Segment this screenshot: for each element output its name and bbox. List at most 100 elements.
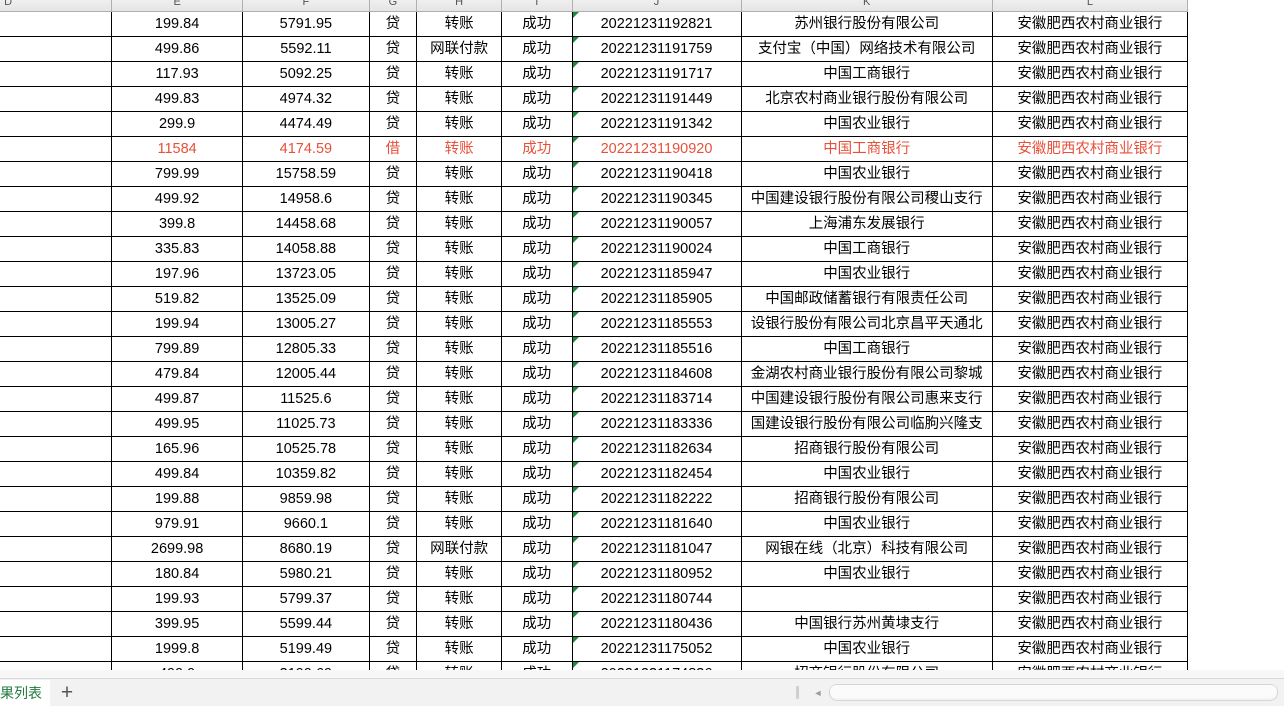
cell-own_bank[interactable]: 安徽肥西农村商业银行 [991,561,1189,587]
cell-account[interactable]: 600690 [0,36,113,62]
cell-txn_id[interactable]: 20221231185905 [571,286,742,312]
cell-amount[interactable]: 979.91 [111,511,244,537]
add-sheet-icon[interactable]: + [60,681,74,704]
cell-txn_id[interactable]: 20221231191759 [571,36,742,62]
cell-status[interactable]: 成功 [501,311,573,337]
cell-txn_id[interactable]: 20221231182222 [571,486,742,512]
cell-dc_flag[interactable]: 贷 [368,11,418,37]
table-row[interactable]: 281943281741999.85199.49贷转账成功20221231175… [0,636,1189,662]
cell-own_bank[interactable]: 安徽肥西农村商业银行 [991,311,1189,337]
cell-dc_flag[interactable]: 贷 [368,611,418,637]
cell-amount[interactable]: 199.88 [111,486,244,512]
cell-balance[interactable]: 13525.09 [242,286,370,312]
scroll-left-arrow-icon[interactable]: ◄ [813,687,823,698]
cell-peer_bank[interactable]: 设银行股份有限公司北京昌平天通北 [740,311,993,337]
cell-txn_id[interactable]: 20221231184608 [571,361,742,387]
cell-balance[interactable]: 14958.6 [242,186,370,212]
cell-dc_flag[interactable]: 借 [368,136,418,162]
cell-peer_bank[interactable]: 中国农业银行 [740,261,993,287]
cell-balance[interactable]: 12005.44 [242,361,370,387]
cell-amount[interactable]: 399.8 [111,211,244,237]
cell-txn_id[interactable]: 20221231181640 [571,511,742,537]
cell-txn_id[interactable]: 20221231180744 [571,586,742,612]
cell-txn_id[interactable]: 20221231185553 [571,311,742,337]
cell-own_bank[interactable]: 安徽肥西农村商业银行 [991,636,1189,662]
cell-amount[interactable]: 197.96 [111,261,244,287]
cell-account[interactable]: 278903313 [0,436,113,462]
table-row[interactable]: 00002269483499.9511025.73贷转账成功2022123118… [0,411,1189,437]
table-row[interactable]: 00001819201199.935799.37贷转账成功20221231180… [0,586,1189,612]
horizontal-scrollbar[interactable]: ◄ [760,679,1284,706]
column-header-status[interactable]: I [501,0,573,12]
cell-txn_id[interactable]: 20221231191717 [571,61,742,87]
cell-txn_id[interactable]: 20221231190920 [571,136,742,162]
cell-account[interactable]: 41000143251 [0,361,113,387]
cell-txn_type[interactable]: 转账 [416,261,503,287]
cell-dc_flag[interactable]: 贷 [368,636,418,662]
cell-txn_id[interactable]: 20221231182454 [571,461,742,487]
cell-status[interactable]: 成功 [501,236,573,262]
column-header-peer_bank[interactable]: K [740,0,993,12]
cell-account[interactable]: 100367297 [0,211,113,237]
cell-amount[interactable]: 165.96 [111,436,244,462]
table-row[interactable]: 4012932699.988680.19贷网联付款成功2022123118104… [0,536,1189,562]
cell-txn_id[interactable]: 20221231191449 [571,86,742,112]
table-row[interactable]: 41000143251479.8412005.44贷转账成功2022123118… [0,361,1189,387]
cell-peer_bank[interactable]: 支付宝（中国）网络技术有限公司 [740,36,993,62]
cell-txn_id[interactable]: 20221231190024 [571,236,742,262]
cell-own_bank[interactable]: 安徽肥西农村商业银行 [991,61,1189,87]
cell-status[interactable]: 成功 [501,286,573,312]
cell-amount[interactable]: 11584 [111,136,244,162]
cell-peer_bank[interactable]: 中国农业银行 [740,561,993,587]
cell-status[interactable]: 成功 [501,611,573,637]
cell-txn_type[interactable]: 转账 [416,586,503,612]
cell-peer_bank[interactable]: 中国邮政储蓄银行有限责任公司 [740,286,993,312]
cell-own_bank[interactable]: 安徽肥西农村商业银行 [991,11,1189,37]
cell-own_bank[interactable]: 安徽肥西农村商业银行 [991,486,1189,512]
cell-dc_flag[interactable]: 贷 [368,486,418,512]
cell-account[interactable]: 08594036874 [0,461,113,487]
cell-status[interactable]: 成功 [501,536,573,562]
cell-balance[interactable]: 5980.21 [242,561,370,587]
cell-txn_id[interactable]: 20221231180436 [571,611,742,637]
scrollbar-thumb[interactable] [830,685,1277,698]
cell-own_bank[interactable]: 安徽肥西农村商业银行 [991,361,1189,387]
cell-status[interactable]: 成功 [501,186,573,212]
cell-dc_flag[interactable]: 贷 [368,411,418,437]
cell-peer_bank[interactable]: 上海浦东发展银行 [740,211,993,237]
cell-status[interactable]: 成功 [501,211,573,237]
table-row[interactable]: 36710362472197.9613723.05贷转账成功2022123118… [0,261,1189,287]
cell-amount[interactable]: 499.83 [111,86,244,112]
cell-status[interactable]: 成功 [501,586,573,612]
cell-txn_id[interactable]: 20221231180952 [571,561,742,587]
cell-status[interactable]: 成功 [501,336,573,362]
table-row[interactable]: 100367297399.814458.68贷转账成功2022123119005… [0,211,1189,237]
cell-txn_id[interactable]: 20221231175052 [571,636,742,662]
cell-txn_type[interactable]: 网联付款 [416,536,503,562]
cell-txn_type[interactable]: 转账 [416,186,503,212]
cell-peer_bank[interactable]: 中国农业银行 [740,636,993,662]
cell-account[interactable]: 36710362472 [0,261,113,287]
table-row[interactable]: 278903313165.9610525.78贷转账成功202212311826… [0,436,1189,462]
cell-txn_type[interactable]: 转账 [416,361,503,387]
cell-balance[interactable]: 8680.19 [242,536,370,562]
cell-txn_id[interactable]: 20221231191342 [571,111,742,137]
cell-status[interactable]: 成功 [501,136,573,162]
cell-status[interactable]: 成功 [501,11,573,37]
cell-balance[interactable]: 11525.6 [242,386,370,412]
cell-peer_bank[interactable]: 中国农业银行 [740,161,993,187]
column-header-amount[interactable]: E [111,0,244,12]
cell-balance[interactable]: 9660.1 [242,511,370,537]
cell-balance[interactable]: 5799.37 [242,586,370,612]
cell-account[interactable]: 04001536320 [0,336,113,362]
cell-account[interactable]: 06007680017 [0,136,113,162]
cell-amount[interactable]: 499.92 [111,186,244,212]
cell-txn_id[interactable]: 20221231192821 [571,11,742,37]
cell-dc_flag[interactable]: 贷 [368,436,418,462]
table-row[interactable]: 20001922463499.834974.32贷转账成功20221231191… [0,86,1189,112]
column-header-dc_flag[interactable]: G [368,0,418,12]
table-row[interactable]: 06007680017115844174.59借转账成功202212311909… [0,136,1189,162]
grid-body[interactable]: 05007187549199.845791.95贷转账成功20221231192… [0,11,1189,679]
cell-dc_flag[interactable]: 贷 [368,361,418,387]
cell-own_bank[interactable]: 安徽肥西农村商业银行 [991,261,1189,287]
